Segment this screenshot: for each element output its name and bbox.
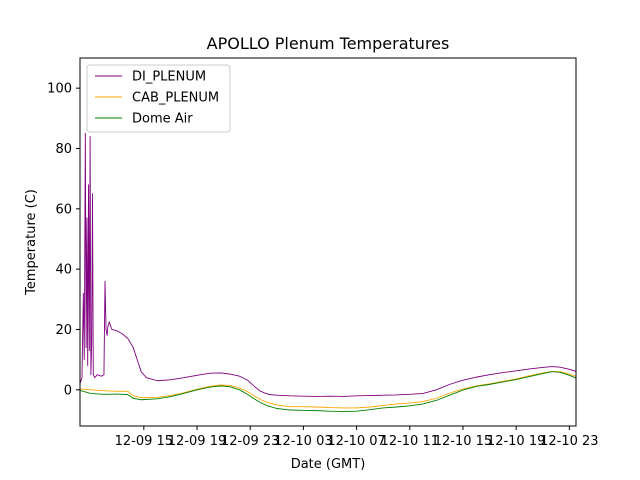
y-tick-label: 20 (55, 323, 72, 338)
y-tick-label: 100 (47, 82, 72, 97)
series-layer (80, 132, 576, 412)
legend-label: Dome Air (132, 112, 193, 127)
x-tick-label: 12-10 19 (487, 434, 545, 449)
x-tick-label: 12-09 15 (115, 434, 173, 449)
x-tick-label: 12-09 23 (221, 434, 279, 449)
y-tick-label: 80 (55, 142, 72, 157)
x-tick-label: 12-10 11 (381, 434, 439, 449)
x-axis-label: Date (GMT) (291, 457, 366, 472)
series-line-di-plenum (80, 132, 576, 397)
chart-title: APOLLO Plenum Temperatures (207, 34, 450, 53)
y-tick-label: 60 (55, 202, 72, 217)
legend: DI_PLENUM CAB_PLENUM Dome Air (86, 64, 231, 133)
plot-frame (79, 57, 577, 427)
series-line-cab-plenum (80, 370, 576, 409)
x-tick-label: 12-10 07 (327, 434, 385, 449)
x-tick-label: 12-10 23 (540, 434, 598, 449)
x-tick-label: 12-10 03 (274, 434, 332, 449)
legend-box (86, 64, 231, 133)
y-tick-label: 0 (64, 383, 72, 398)
series-line-dome-air (80, 371, 576, 412)
y-axis: 0 20 40 60 80 100 (47, 82, 80, 398)
plot-area (79, 57, 577, 427)
x-tick-label: 12-10 15 (434, 434, 492, 449)
y-axis-label: Temperature (C) (24, 189, 39, 296)
legend-label: CAB_PLENUM (132, 91, 219, 106)
legend-label: DI_PLENUM (132, 70, 206, 85)
x-tick-label: 12-09 19 (168, 434, 226, 449)
y-tick-label: 40 (55, 263, 72, 278)
